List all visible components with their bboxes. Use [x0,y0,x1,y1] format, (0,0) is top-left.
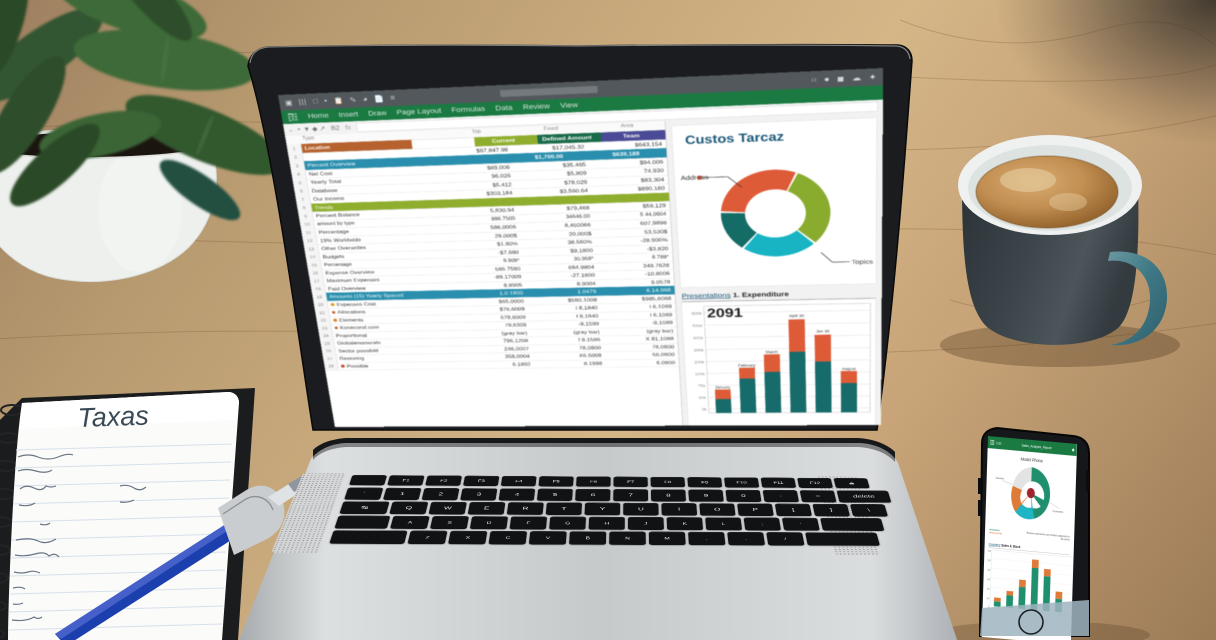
svg-text:April 30: April 30 [789,314,805,319]
svg-text:50k: 50k [699,396,707,400]
svg-text:Jun 30: Jun 30 [816,329,830,333]
svg-text:2091: 2091 [707,307,743,321]
svg-text:500k: 500k [693,324,704,328]
svg-text:200k: 200k [694,360,705,364]
svg-text:300k: 300k [694,348,705,352]
svg-text:March: March [766,350,778,354]
svg-text:400k: 400k [693,336,704,340]
svg-text:Address: Address [681,175,710,182]
svg-text:75k: 75k [698,384,707,388]
svg-text:600k: 600k [692,311,703,315]
svg-text:100k: 100k [695,372,706,376]
svg-text:February: February [738,363,755,367]
svg-text:Topics: Topics [852,259,874,266]
svg-text:January: January [715,385,730,389]
svg-text:August: August [842,367,857,371]
svg-text:0k: 0k [702,407,708,411]
